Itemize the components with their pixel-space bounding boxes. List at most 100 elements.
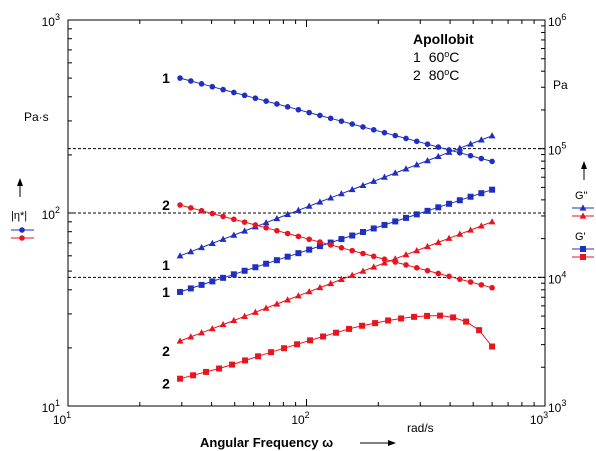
data-point xyxy=(281,345,288,352)
series-line xyxy=(179,221,493,342)
annotation-line-2-deg: o xyxy=(444,67,449,77)
data-point xyxy=(385,317,392,324)
legend-marker xyxy=(579,212,587,219)
x-tick-label-base: 10 xyxy=(53,413,67,427)
data-point xyxy=(403,214,410,221)
curve-label: 2 xyxy=(162,197,170,213)
data-point xyxy=(327,279,335,287)
legend-marker xyxy=(580,246,586,252)
data-point xyxy=(338,190,345,197)
annotation-line-1-num: 1 xyxy=(413,49,421,65)
x-axis-label: Angular Frequency ω xyxy=(200,435,333,450)
curve-label: 2 xyxy=(162,343,170,359)
curve-labels: 1 1 1 2 2 2 xyxy=(162,70,170,392)
legend-marker xyxy=(19,227,25,233)
y-left-tick-label: 101 xyxy=(42,398,60,415)
data-point xyxy=(424,242,431,250)
data-point xyxy=(370,127,377,133)
data-point xyxy=(203,368,210,375)
data-point xyxy=(177,288,184,295)
data-point xyxy=(274,227,280,234)
data-point xyxy=(220,274,227,281)
data-point xyxy=(209,278,216,285)
data-point xyxy=(273,214,281,222)
data-point xyxy=(306,109,312,116)
data-point xyxy=(360,250,366,257)
y-right-tick-label-base: 10 xyxy=(548,272,562,286)
data-point xyxy=(456,197,463,204)
data-point xyxy=(176,252,184,259)
data-point xyxy=(424,312,431,319)
legend-gpp-label: G'' xyxy=(575,190,588,202)
data-point xyxy=(305,288,313,295)
data-point xyxy=(316,243,323,250)
data-point xyxy=(359,228,366,235)
data-point xyxy=(402,251,410,258)
data-point xyxy=(327,194,335,201)
data-point xyxy=(284,253,291,260)
data-point xyxy=(435,270,442,277)
data-point xyxy=(348,185,356,193)
data-point xyxy=(231,216,237,223)
x-axis-unit: rad/s xyxy=(407,421,434,435)
x-tick-label-exp: 1 xyxy=(66,410,71,420)
data-point xyxy=(198,207,205,214)
data-point xyxy=(435,144,442,150)
y-right-tick-label-base: 10 xyxy=(548,15,562,29)
data-point xyxy=(434,238,442,245)
data-point xyxy=(411,313,418,320)
series-line xyxy=(179,315,493,380)
data-point xyxy=(177,375,184,382)
data-point xyxy=(391,169,399,176)
data-point xyxy=(327,242,334,248)
data-point xyxy=(198,243,205,251)
curve-label: 1 xyxy=(162,257,170,273)
data-point xyxy=(306,246,313,253)
data-point xyxy=(349,232,356,239)
legend-gp-label: G' xyxy=(575,231,586,243)
data-point xyxy=(370,177,378,184)
data-point xyxy=(346,325,353,332)
data-point xyxy=(274,101,280,107)
data-point xyxy=(187,285,194,292)
data-point xyxy=(413,161,421,168)
data-point xyxy=(456,144,464,151)
data-point xyxy=(457,150,463,156)
data-point xyxy=(445,234,453,241)
annotation-line-1-unit: C xyxy=(449,49,459,65)
series-layer xyxy=(176,75,496,382)
y-right-tick-label-base: 10 xyxy=(548,144,562,158)
data-point xyxy=(398,315,405,322)
data-point xyxy=(263,225,269,231)
data-point xyxy=(478,155,485,162)
data-point xyxy=(273,300,281,307)
y-left-tick-label-exp: 3 xyxy=(55,12,60,22)
curve-label: 2 xyxy=(162,376,170,392)
data-point xyxy=(230,316,238,324)
data-point xyxy=(209,83,216,90)
data-point xyxy=(177,202,183,208)
data-point xyxy=(392,132,399,139)
data-point xyxy=(381,259,388,266)
data-point xyxy=(467,226,474,233)
data-point xyxy=(295,206,302,213)
data-point xyxy=(467,279,474,285)
data-point xyxy=(349,247,356,254)
y-right-tick-label: 106 xyxy=(548,12,566,29)
data-point xyxy=(294,341,301,348)
legend-left: |η*| xyxy=(11,178,34,241)
series-2-circle xyxy=(177,202,495,291)
data-point xyxy=(252,95,259,102)
data-point xyxy=(307,337,314,344)
x-tick-label-exp: 2 xyxy=(305,410,310,420)
data-point xyxy=(457,276,463,282)
data-point xyxy=(437,312,444,319)
data-point xyxy=(241,312,249,319)
data-point xyxy=(477,136,485,143)
data-point xyxy=(467,193,474,200)
data-point xyxy=(338,244,345,251)
data-point xyxy=(219,320,227,328)
data-point xyxy=(333,329,340,336)
data-point xyxy=(305,202,313,209)
data-point xyxy=(208,325,216,332)
